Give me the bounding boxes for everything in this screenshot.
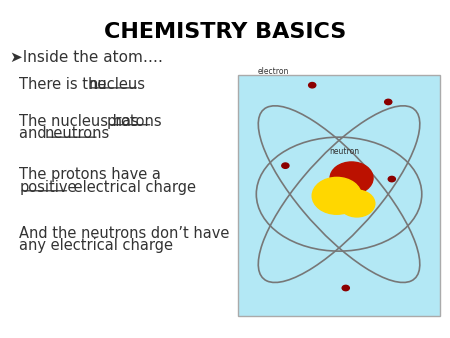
Text: The protons have a: The protons have a — [19, 167, 161, 182]
Circle shape — [339, 190, 375, 217]
Circle shape — [342, 285, 349, 291]
Text: And the neutrons don’t have: And the neutrons don’t have — [19, 226, 230, 241]
FancyBboxPatch shape — [238, 75, 440, 316]
Text: CHEMISTRY BASICS: CHEMISTRY BASICS — [104, 22, 346, 42]
Text: and: and — [19, 126, 52, 141]
Text: The nucleus has: The nucleus has — [19, 114, 144, 129]
Text: ➤Inside the atom….: ➤Inside the atom…. — [10, 50, 163, 65]
Text: electrical charge: electrical charge — [69, 180, 196, 195]
Circle shape — [282, 163, 289, 168]
Text: electron: electron — [257, 67, 288, 76]
Circle shape — [309, 82, 316, 88]
Circle shape — [385, 99, 392, 105]
Text: positive: positive — [19, 180, 77, 195]
Text: any electrical charge: any electrical charge — [19, 238, 173, 254]
Text: neutron: neutron — [329, 147, 359, 156]
Circle shape — [330, 162, 373, 194]
Text: protons: protons — [107, 114, 162, 129]
Text: There is the: There is the — [19, 77, 111, 92]
Text: nucleus: nucleus — [89, 77, 146, 92]
Circle shape — [388, 176, 396, 182]
Text: neutrons: neutrons — [45, 126, 110, 141]
Circle shape — [312, 177, 361, 214]
